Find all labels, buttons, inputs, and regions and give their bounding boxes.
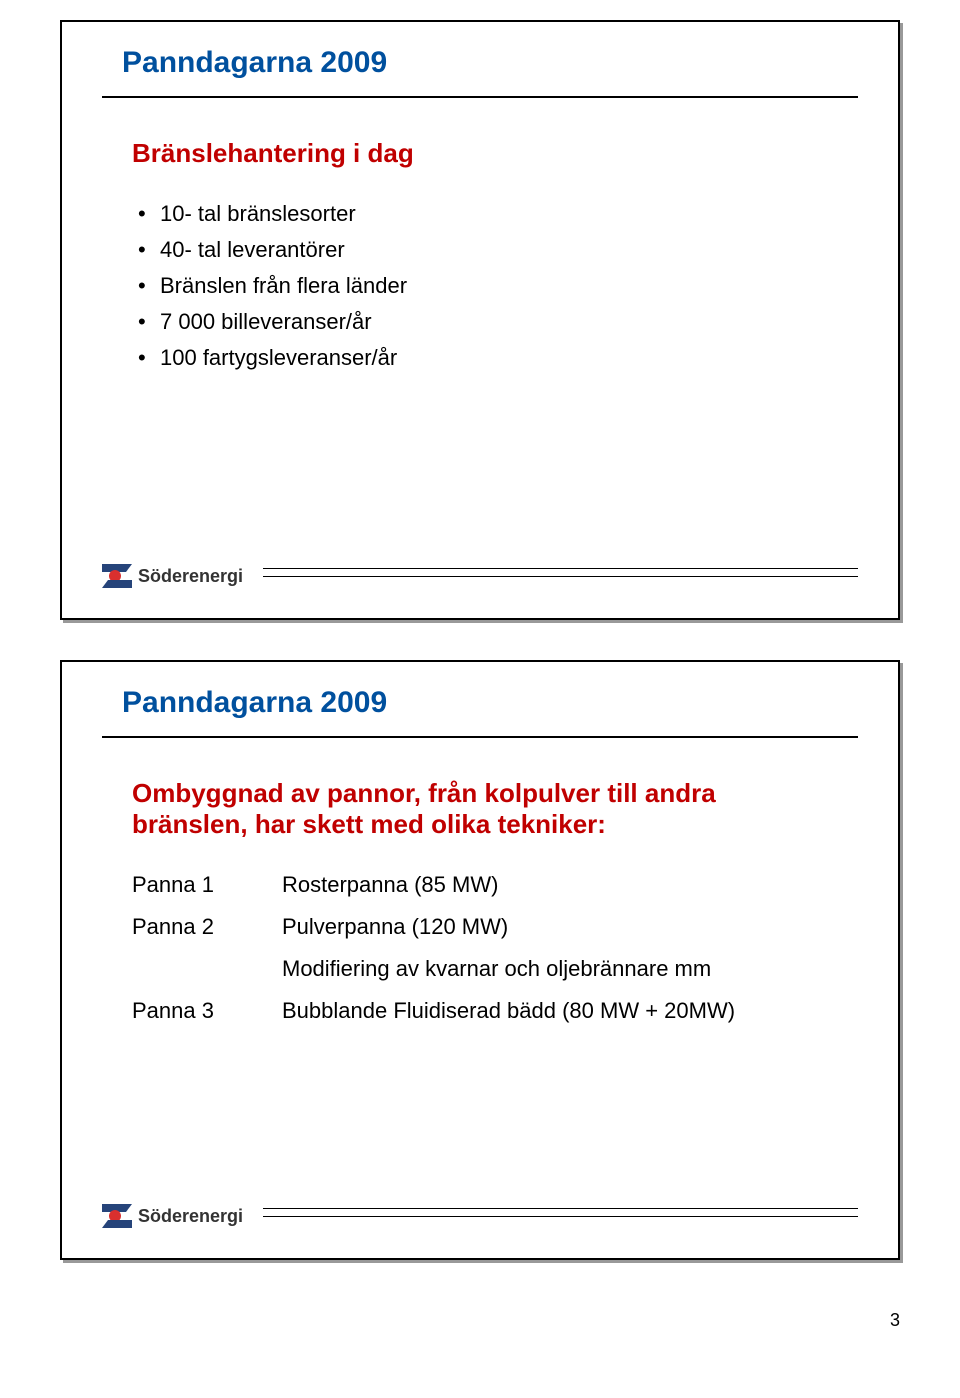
panel-label: Panna 1 [132,872,282,898]
footer-lines [263,568,858,584]
logo-icon [102,564,132,588]
panel-list: Panna 1 Rosterpanna (85 MW) Panna 2 Pulv… [132,872,838,1024]
panel-desc: Rosterpanna (85 MW) [282,872,838,898]
bullet-item: 7 000 billeveranser/år [132,309,838,335]
page-number-wrap: 3 [0,1300,960,1330]
panel-desc: Modifiering av kvarnar och oljebrännare … [282,956,838,982]
bullet-item: Bränslen från flera länder [132,273,838,299]
footer-lines [263,1208,858,1224]
panel-row: Panna 2 Pulverpanna (120 MW) [132,914,838,940]
slide-header: Panndagarna 2009 [62,662,898,736]
panel-label: Panna 2 [132,914,282,940]
slide-title: Panndagarna 2009 [122,686,858,720]
panel-row: Panna 3 Bubblande Fluidiserad bädd (80 M… [132,998,838,1024]
slide-content: Bränslehantering i dag 10- tal bränsleso… [62,98,898,371]
logo-icon [102,1204,132,1228]
bullet-list: 10- tal bränslesorter 40- tal leverantör… [132,201,838,371]
panel-label [132,956,282,982]
panel-desc: Pulverpanna (120 MW) [282,914,838,940]
slide-header: Panndagarna 2009 [62,22,898,96]
footer: Söderenergi [102,564,858,588]
panel-row: Modifiering av kvarnar och oljebrännare … [132,956,838,982]
bullet-item: 10- tal bränslesorter [132,201,838,227]
logo-text: Söderenergi [138,1206,243,1227]
logo: Söderenergi [102,564,243,588]
slide-content: Ombyggnad av pannor, från kolpulver till… [62,738,898,1024]
slide-title: Panndagarna 2009 [122,46,858,80]
slide-2: Panndagarna 2009 Ombyggnad av pannor, fr… [60,660,900,1260]
panel-label: Panna 3 [132,998,282,1024]
subheading: Bränslehantering i dag [132,138,838,169]
logo-text: Söderenergi [138,566,243,587]
logo: Söderenergi [102,1204,243,1228]
panel-desc: Bubblande Fluidiserad bädd (80 MW + 20MW… [282,998,838,1024]
slide-1: Panndagarna 2009 Bränslehantering i dag … [60,20,900,620]
page: Panndagarna 2009 Bränslehantering i dag … [0,20,960,1370]
subheading: Ombyggnad av pannor, från kolpulver till… [132,778,838,840]
footer: Söderenergi [102,1204,858,1228]
bullet-item: 40- tal leverantörer [132,237,838,263]
page-number: 3 [890,1310,900,1331]
bullet-item: 100 fartygsleveranser/år [132,345,838,371]
panel-row: Panna 1 Rosterpanna (85 MW) [132,872,838,898]
